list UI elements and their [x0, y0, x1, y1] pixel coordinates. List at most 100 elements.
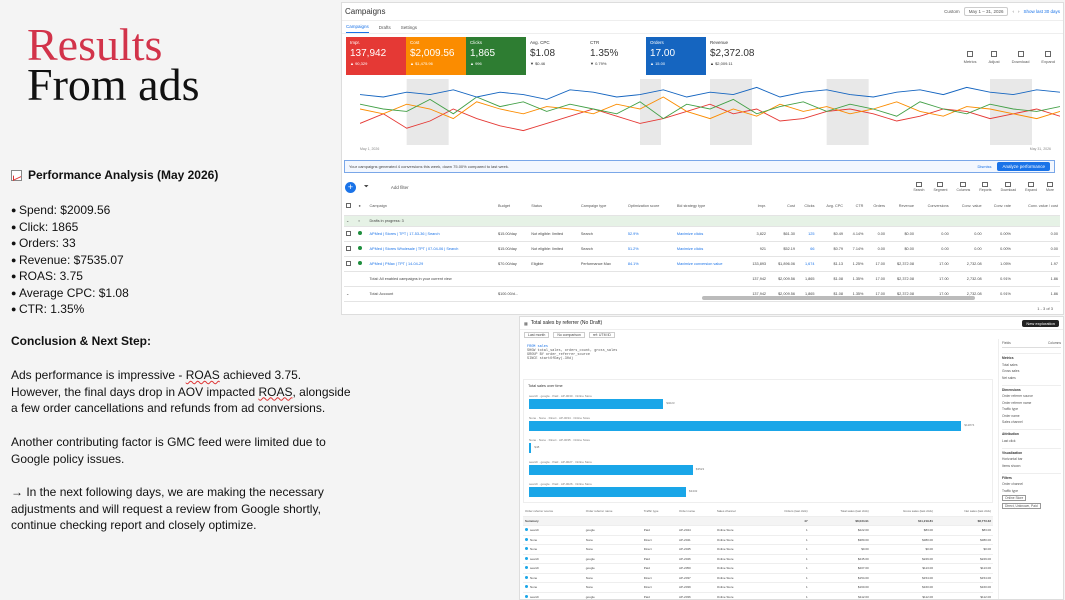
metric-card[interactable]: CTR 1.35% ▼ 0.79%: [586, 37, 646, 75]
row-select[interactable]: [344, 241, 357, 257]
sidebar-item[interactable]: Items shown: [1002, 463, 1021, 468]
column-header[interactable]: Bid strategy type: [674, 198, 744, 216]
campaign-row[interactable]: APMed | Stores Wholesale | TPT | 07-04-0…: [344, 241, 1060, 257]
tab-fields[interactable]: Fields: [1002, 341, 1011, 345]
download-tool-button[interactable]: Download: [1001, 182, 1016, 192]
column-header[interactable]: Conversions: [915, 198, 951, 216]
sidebar-item[interactable]: Sales channel: [1002, 420, 1023, 424]
tab-settings[interactable]: Settings: [400, 24, 418, 30]
column-header[interactable]: Net sales (last click): [934, 507, 993, 517]
filter-icon[interactable]: ⏷: [364, 183, 369, 190]
metric-card[interactable]: Impr. 137,942 ▲ 90,329: [346, 37, 406, 75]
filter-chip[interactable]: ref: UTM ID: [588, 331, 615, 338]
sales-bar[interactable]: [529, 399, 664, 409]
checkbox[interactable]: [346, 203, 351, 209]
new-exploration-button[interactable]: New exploration: [1022, 319, 1059, 327]
sidebar-item[interactable]: Order referrer source: [1002, 394, 1033, 398]
column-header[interactable]: Revenue: [887, 198, 916, 216]
tab-columns[interactable]: Columns: [1047, 341, 1061, 345]
columns-tool-button[interactable]: Columns: [956, 182, 970, 192]
column-header[interactable]: Campaign: [367, 198, 496, 216]
column-header[interactable]: Order referrer name: [583, 507, 642, 517]
column-header[interactable]: Order referrer source: [523, 507, 584, 517]
campaign-row[interactable]: APMed | PMax | TPT | 14-04-29 $70.00/day E…: [344, 256, 1060, 272]
metric-card[interactable]: Cost $2,009.56 ▲ $1,475.96: [406, 37, 466, 75]
drafts-row[interactable]: ⌄ ▪ Drafts in progress: 3: [344, 215, 1060, 227]
filter-chip[interactable]: Last month: [524, 331, 550, 338]
metrics-button[interactable]: Metrics: [964, 51, 977, 64]
show-last-link[interactable]: Show last 30 days: [1023, 9, 1060, 14]
segment-tool-button[interactable]: Segment: [933, 182, 947, 192]
reports-tool-button[interactable]: Reports: [979, 182, 992, 192]
sidebar-item[interactable]: Gross sales: [1002, 369, 1020, 373]
sales-bar[interactable]: [529, 421, 962, 431]
query-editor[interactable]: FROM sales SHOW total_sales, orders_coun…: [523, 341, 993, 377]
cell-value[interactable]: APMed | Stores Wholesale | TPT | 07-04-0…: [369, 246, 459, 251]
sales-bar[interactable]: [529, 487, 686, 497]
horizontal-scrollbar[interactable]: [702, 296, 975, 300]
cell-value[interactable]: APMed | PMax | TPT | 14-04-29: [369, 261, 424, 266]
column-header[interactable]: Cost: [768, 198, 797, 216]
checkbox[interactable]: [346, 230, 351, 236]
column-header[interactable]: Total sales (last click): [809, 507, 871, 517]
sidebar-item[interactable]: Traffic type: [1002, 407, 1019, 411]
analyze-performance-button[interactable]: Analyze performance: [997, 162, 1050, 171]
adjust-button[interactable]: Adjust: [989, 51, 1000, 64]
table-cell[interactable]: APMed | PMax | TPT | 14-04-29: [367, 256, 496, 272]
sidebar-item[interactable]: Horizontal bar: [1002, 457, 1023, 461]
campaign-row[interactable]: APMed | Stores | TPT | 17-53-36 | Search…: [344, 226, 1060, 242]
download-button[interactable]: Download: [1012, 51, 1029, 64]
row-select[interactable]: [344, 256, 357, 272]
row-select[interactable]: [344, 226, 357, 242]
checkbox[interactable]: [346, 245, 351, 251]
filter-chip[interactable]: Direct, Unknown, Paid: [1002, 502, 1041, 509]
metric-card[interactable]: Orders 17.00 ▲ 15.00: [646, 37, 706, 75]
column-header[interactable]: Clicks: [796, 198, 817, 216]
dismiss-link[interactable]: Dismiss: [977, 164, 992, 169]
column-header[interactable]: Status: [529, 198, 579, 216]
sales-bar[interactable]: [529, 465, 693, 475]
metric-card[interactable]: Clicks 1,865 ▲ 996: [466, 37, 526, 75]
tab-campaigns[interactable]: Campaigns: [346, 21, 369, 33]
table-cell[interactable]: APMed | Stores Wholesale | TPT | 07-04-0…: [367, 241, 496, 257]
sidebar-item[interactable]: Total sales: [1002, 362, 1018, 367]
filter-chip[interactable]: No comparison: [553, 331, 585, 338]
column-header[interactable]: Avg. CPC: [816, 198, 845, 216]
column-header[interactable]: CTR: [845, 198, 866, 216]
column-header[interactable]: Campaign type: [578, 198, 626, 216]
column-header[interactable]: Optimization score: [625, 198, 675, 216]
add-filter-link[interactable]: Add filter: [390, 184, 409, 190]
table-cell[interactable]: APMed | Stores | TPT | 17-53-36 | Search: [367, 226, 496, 242]
sidebar-item[interactable]: Order name: [1002, 413, 1020, 418]
filter-chip[interactable]: Online Store: [1002, 494, 1027, 501]
more-tool-button[interactable]: More: [1046, 182, 1054, 192]
sidebar-item[interactable]: Net sales: [1002, 375, 1016, 380]
column-header[interactable]: Orders (last click): [758, 507, 810, 517]
add-campaign-button[interactable]: +: [345, 181, 356, 193]
sidebar-item[interactable]: Last click: [1002, 438, 1016, 443]
metric-card[interactable]: Avg. CPC $1.08 ▼ $0.46: [526, 37, 586, 75]
column-header[interactable]: Sales channel: [714, 507, 758, 517]
cell-value[interactable]: APMed | Stores | TPT | 17-53-36 | Search: [369, 231, 440, 236]
tab-drafts[interactable]: Drafts: [378, 24, 391, 30]
column-header[interactable]: Conv. value / cost: [1012, 198, 1060, 216]
expand-tool-button[interactable]: Expand: [1025, 182, 1037, 192]
column-header[interactable]: Budget: [495, 198, 530, 216]
column-header[interactable]: Traffic type: [641, 507, 678, 517]
expand-button[interactable]: Expand: [1041, 51, 1055, 64]
sales-bar[interactable]: [529, 443, 532, 453]
date-range-button[interactable]: May 1 – 31, 2026: [963, 7, 1009, 16]
column-header[interactable]: Orders: [865, 198, 888, 216]
select-all-cell[interactable]: [344, 198, 357, 216]
expand-cell[interactable]: ⌄: [344, 215, 357, 227]
column-header[interactable]: Conv. rate: [983, 198, 1013, 216]
checkbox[interactable]: [346, 260, 351, 266]
column-header[interactable]: Gross sales (last click): [870, 507, 935, 517]
metric-card[interactable]: Revenue $2,372.08 ▲ $2,009.11: [706, 37, 766, 75]
sidebar-item[interactable]: Traffic type: [1002, 488, 1019, 493]
search-tool-button[interactable]: Search: [913, 182, 924, 192]
column-header[interactable]: Conv. value: [950, 198, 984, 216]
column-header[interactable]: Impr.: [743, 198, 769, 216]
next-period-icon[interactable]: ›: [1017, 9, 1020, 14]
sidebar-item[interactable]: Order channel: [1002, 482, 1023, 486]
